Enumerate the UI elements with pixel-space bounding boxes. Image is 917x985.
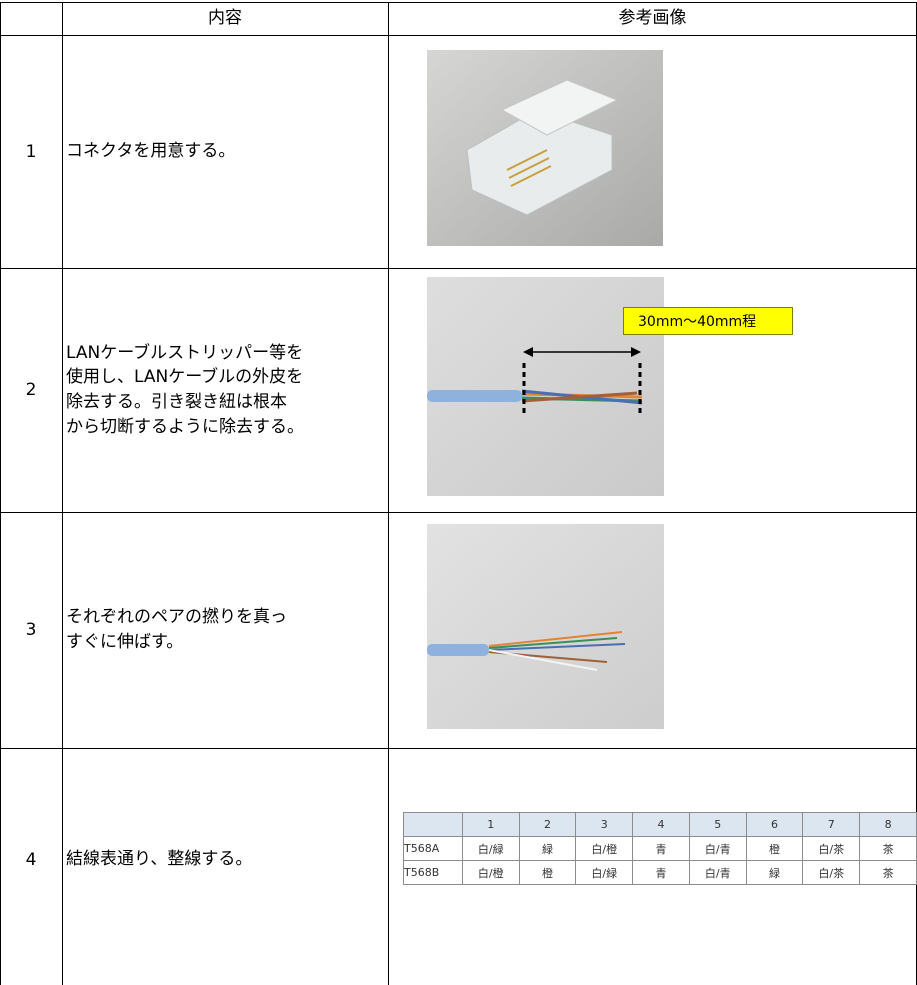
border [62,2,63,985]
table-cell: 茶 [859,860,917,885]
step-text: から切断するように除去する。 [66,416,304,437]
column-header: 参考画像 [618,8,687,28]
table-cell: 白/橙 [575,836,634,861]
border [0,268,917,269]
row-number: 4 [25,849,37,870]
table-header-cell: 6 [745,812,804,837]
table-cell: 青 [632,860,690,885]
border [0,2,1,985]
table-cell: 橙 [518,860,577,885]
photo-connector [427,50,663,246]
measurement-label: 30mm〜40mm程 [623,307,793,335]
table-cell: 白/緑 [461,836,520,861]
table-cell: 白/緑 [575,860,634,885]
row-number: 1 [25,141,37,162]
step-text: コネクタを用意する。 [66,141,236,162]
step-text: 使用し、LANケーブルの外皮を [66,367,304,388]
photo-untwisted-pairs [427,524,664,729]
table-row: T568B 白/橙橙白/緑青白/青緑白/茶茶 [403,860,917,885]
table-cell: 白/橙 [461,860,520,885]
table-row: T568A 白/緑緑白/橙青白/青橙白/茶茶 [403,836,917,861]
border [0,2,917,3]
table-cell: 白/茶 [802,836,861,861]
table-cell: 緑 [745,860,804,885]
table-header-cell: 2 [518,812,577,837]
table-cell: 青 [632,836,690,861]
border [0,512,917,513]
table-cell: 白/青 [688,860,747,885]
table-header-cell: 1 [461,812,520,837]
border [0,748,917,749]
column-header: 内容 [208,8,242,28]
table-row-name: T568B [403,860,463,885]
table-cell: 白/茶 [802,860,861,885]
table-header-cell: 3 [575,812,634,837]
border [0,35,917,36]
table-header-cell: 5 [688,812,747,837]
table-cell: 橙 [745,836,804,861]
row-number: 2 [25,380,37,400]
wiring-table: 1 2 3 4 5 6 7 8 T568A 白/緑緑白/橙青白/青橙白/茶茶 T568B 白/橙橙白/… [403,812,917,885]
step-text: それぞれのペアの撚りを真っ [66,607,287,628]
table-header-cell: 8 [859,812,917,837]
table-cell: 茶 [859,836,917,861]
table-cell: 緑 [518,836,577,861]
table-header-cell: 4 [632,812,690,837]
step-text: 除去する。引き裂き紐は根本 [66,392,287,412]
step-text: すぐに伸ばす。 [66,632,184,652]
table-corner [403,812,463,837]
border [388,2,389,985]
table-header-cell: 7 [802,812,861,837]
table-cell: 白/青 [688,836,747,861]
step-text: LANケーブルストリッパー等を [66,342,304,363]
row-number: 3 [25,620,37,640]
table-row-name: T568A [403,836,463,861]
step-text: 結線表通り、整線する。 [66,849,253,870]
